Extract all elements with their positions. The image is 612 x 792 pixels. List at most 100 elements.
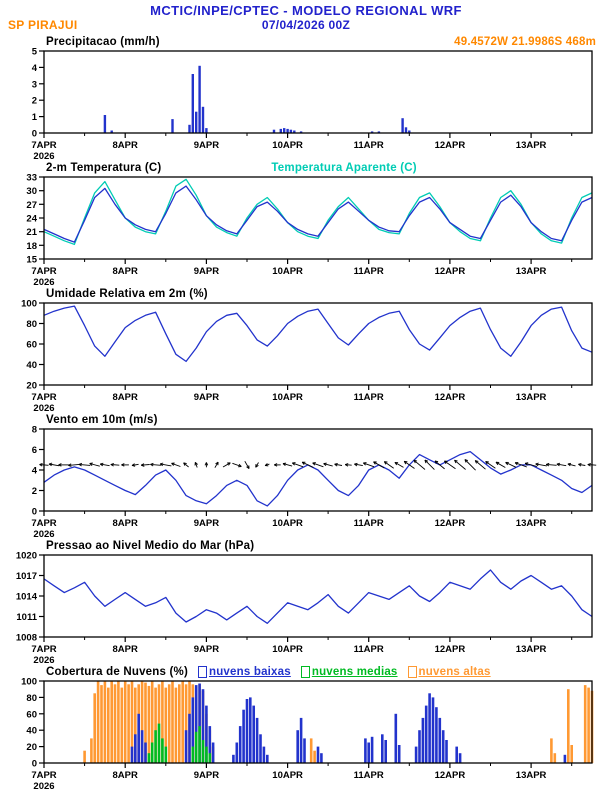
svg-text:13APR: 13APR <box>516 392 547 403</box>
panel-temperature-title-row: 2-m Temperatura (C) Temperatura Aparente… <box>0 160 612 174</box>
svg-text:12APR: 12APR <box>435 644 466 655</box>
panel-precipitation-title-row: Precipitacao (mm/h) 49.4572W 21.9986S 46… <box>0 34 612 48</box>
panel-clouds: Cobertura de Nuvens (%) nuvens baixas nu… <box>0 664 612 790</box>
svg-text:80: 80 <box>26 319 37 330</box>
svg-text:1017: 1017 <box>16 571 37 582</box>
svg-text:15: 15 <box>26 255 37 266</box>
legend-mid-clouds: nuvens medias <box>300 666 398 678</box>
panel-humidity-title-row: Umidade Relativa em 2m (%) <box>0 286 612 300</box>
svg-text:8APR: 8APR <box>113 140 138 151</box>
svg-text:8APR: 8APR <box>113 644 138 655</box>
svg-text:7APR: 7APR <box>31 392 56 403</box>
panel-humidity-title: Umidade Relativa em 2m (%) <box>46 288 208 300</box>
svg-text:10APR: 10APR <box>272 140 303 151</box>
svg-text:1008: 1008 <box>16 633 37 644</box>
svg-text:1014: 1014 <box>16 592 38 603</box>
svg-text:9APR: 9APR <box>194 644 219 655</box>
panel-humidity: Umidade Relativa em 2m (%) 7APR 2026 8APR 9… <box>0 286 612 412</box>
panel-wind: Vento em 10m (m/s) 7APR 2026 8APR 9APR 10APR… <box>0 412 612 538</box>
svg-text:20: 20 <box>26 742 37 753</box>
svg-text:13APR: 13APR <box>516 140 547 151</box>
svg-text:33: 33 <box>26 174 37 184</box>
svg-text:2026: 2026 <box>33 655 54 664</box>
svg-text:11APR: 11APR <box>354 644 384 655</box>
svg-text:3: 3 <box>32 79 37 90</box>
legend-low-clouds-label: nuvens baixas <box>208 666 291 678</box>
station-name: SP PIRAJUI <box>8 18 78 32</box>
mid-clouds-swatch-icon <box>300 666 310 678</box>
svg-text:7APR: 7APR <box>31 518 56 529</box>
svg-text:24: 24 <box>26 214 37 225</box>
svg-text:20: 20 <box>26 381 37 392</box>
svg-text:6: 6 <box>32 445 37 456</box>
panel-precipitation: Precipitacao (mm/h) 49.4572W 21.9986S 46… <box>0 34 612 160</box>
svg-text:7APR: 7APR <box>31 140 56 151</box>
svg-text:9APR: 9APR <box>194 266 219 277</box>
svg-text:60: 60 <box>26 709 37 720</box>
svg-text:4: 4 <box>32 63 38 74</box>
svg-text:12APR: 12APR <box>435 770 466 781</box>
svg-text:1: 1 <box>32 112 38 123</box>
svg-text:10APR: 10APR <box>272 518 303 529</box>
legend-mid-clouds-label: nuvens medias <box>311 666 398 678</box>
apparent-temperature-label: Temperatura Aparente (C) <box>271 162 417 174</box>
svg-text:1011: 1011 <box>16 612 37 623</box>
high-clouds-swatch-icon <box>407 666 417 678</box>
svg-text:0: 0 <box>32 129 37 140</box>
svg-text:11APR: 11APR <box>354 392 384 403</box>
svg-text:5: 5 <box>32 48 38 58</box>
svg-text:9APR: 9APR <box>194 518 219 529</box>
svg-text:11APR: 11APR <box>354 518 384 529</box>
panel-clouds-title-row: Cobertura de Nuvens (%) nuvens baixas nu… <box>0 664 612 678</box>
svg-text:1020: 1020 <box>16 552 37 562</box>
svg-text:2026: 2026 <box>33 151 54 160</box>
svg-text:12APR: 12APR <box>435 518 466 529</box>
svg-text:10APR: 10APR <box>272 644 303 655</box>
panel-precipitation-title: Precipitacao (mm/h) <box>46 36 160 48</box>
low-clouds-swatch-icon <box>197 666 207 678</box>
svg-text:40: 40 <box>26 726 37 737</box>
svg-text:13APR: 13APR <box>516 770 547 781</box>
svg-text:13APR: 13APR <box>516 644 547 655</box>
svg-text:2026: 2026 <box>33 403 54 412</box>
svg-text:9APR: 9APR <box>194 770 219 781</box>
svg-text:60: 60 <box>26 340 37 351</box>
svg-text:8APR: 8APR <box>113 518 138 529</box>
panel-pressure-title-row: Pressao ao Nivel Medio do Mar (hPa) <box>0 538 612 552</box>
svg-text:8APR: 8APR <box>113 770 138 781</box>
svg-text:2026: 2026 <box>33 529 54 538</box>
panel-wind-title-row: Vento em 10m (m/s) <box>0 412 612 426</box>
panel-temperature: 2-m Temperatura (C) Temperatura Aparente… <box>0 160 612 286</box>
svg-text:8APR: 8APR <box>113 392 138 403</box>
svg-text:7APR: 7APR <box>31 266 56 277</box>
svg-text:12APR: 12APR <box>435 266 466 277</box>
svg-text:27: 27 <box>26 200 37 211</box>
panel-pressure-title: Pressao ao Nivel Medio do Mar (hPa) <box>46 540 255 552</box>
svg-text:10APR: 10APR <box>272 392 303 403</box>
svg-text:11APR: 11APR <box>354 770 384 781</box>
svg-text:4: 4 <box>32 466 38 477</box>
panel-temperature-title: 2-m Temperatura (C) <box>46 162 162 174</box>
svg-text:12APR: 12APR <box>435 392 466 403</box>
page-title: MCTIC/INPE/CPTEC - MODELO REGIONAL WRF <box>150 3 462 18</box>
panel-pressure: Pressao ao Nivel Medio do Mar (hPa) 7APR… <box>0 538 612 664</box>
svg-text:12APR: 12APR <box>435 140 466 151</box>
header-row: SP PIRAJUI 07/04/2026 00Z <box>0 18 612 34</box>
svg-text:100: 100 <box>21 300 37 310</box>
svg-text:8: 8 <box>32 426 37 436</box>
svg-text:21: 21 <box>26 227 37 238</box>
svg-text:30: 30 <box>26 186 37 197</box>
svg-text:2026: 2026 <box>33 781 54 790</box>
legend-low-clouds: nuvens baixas <box>197 666 291 678</box>
svg-text:8APR: 8APR <box>113 266 138 277</box>
svg-text:11APR: 11APR <box>354 140 384 151</box>
svg-text:100: 100 <box>21 678 37 688</box>
svg-text:2: 2 <box>32 96 37 107</box>
svg-text:11APR: 11APR <box>354 266 384 277</box>
model-run-datetime: 07/04/2026 00Z <box>261 18 351 32</box>
station-coordinates: 49.4572W 21.9986S 468m <box>454 36 596 48</box>
svg-text:9APR: 9APR <box>194 392 219 403</box>
svg-text:13APR: 13APR <box>516 266 547 277</box>
